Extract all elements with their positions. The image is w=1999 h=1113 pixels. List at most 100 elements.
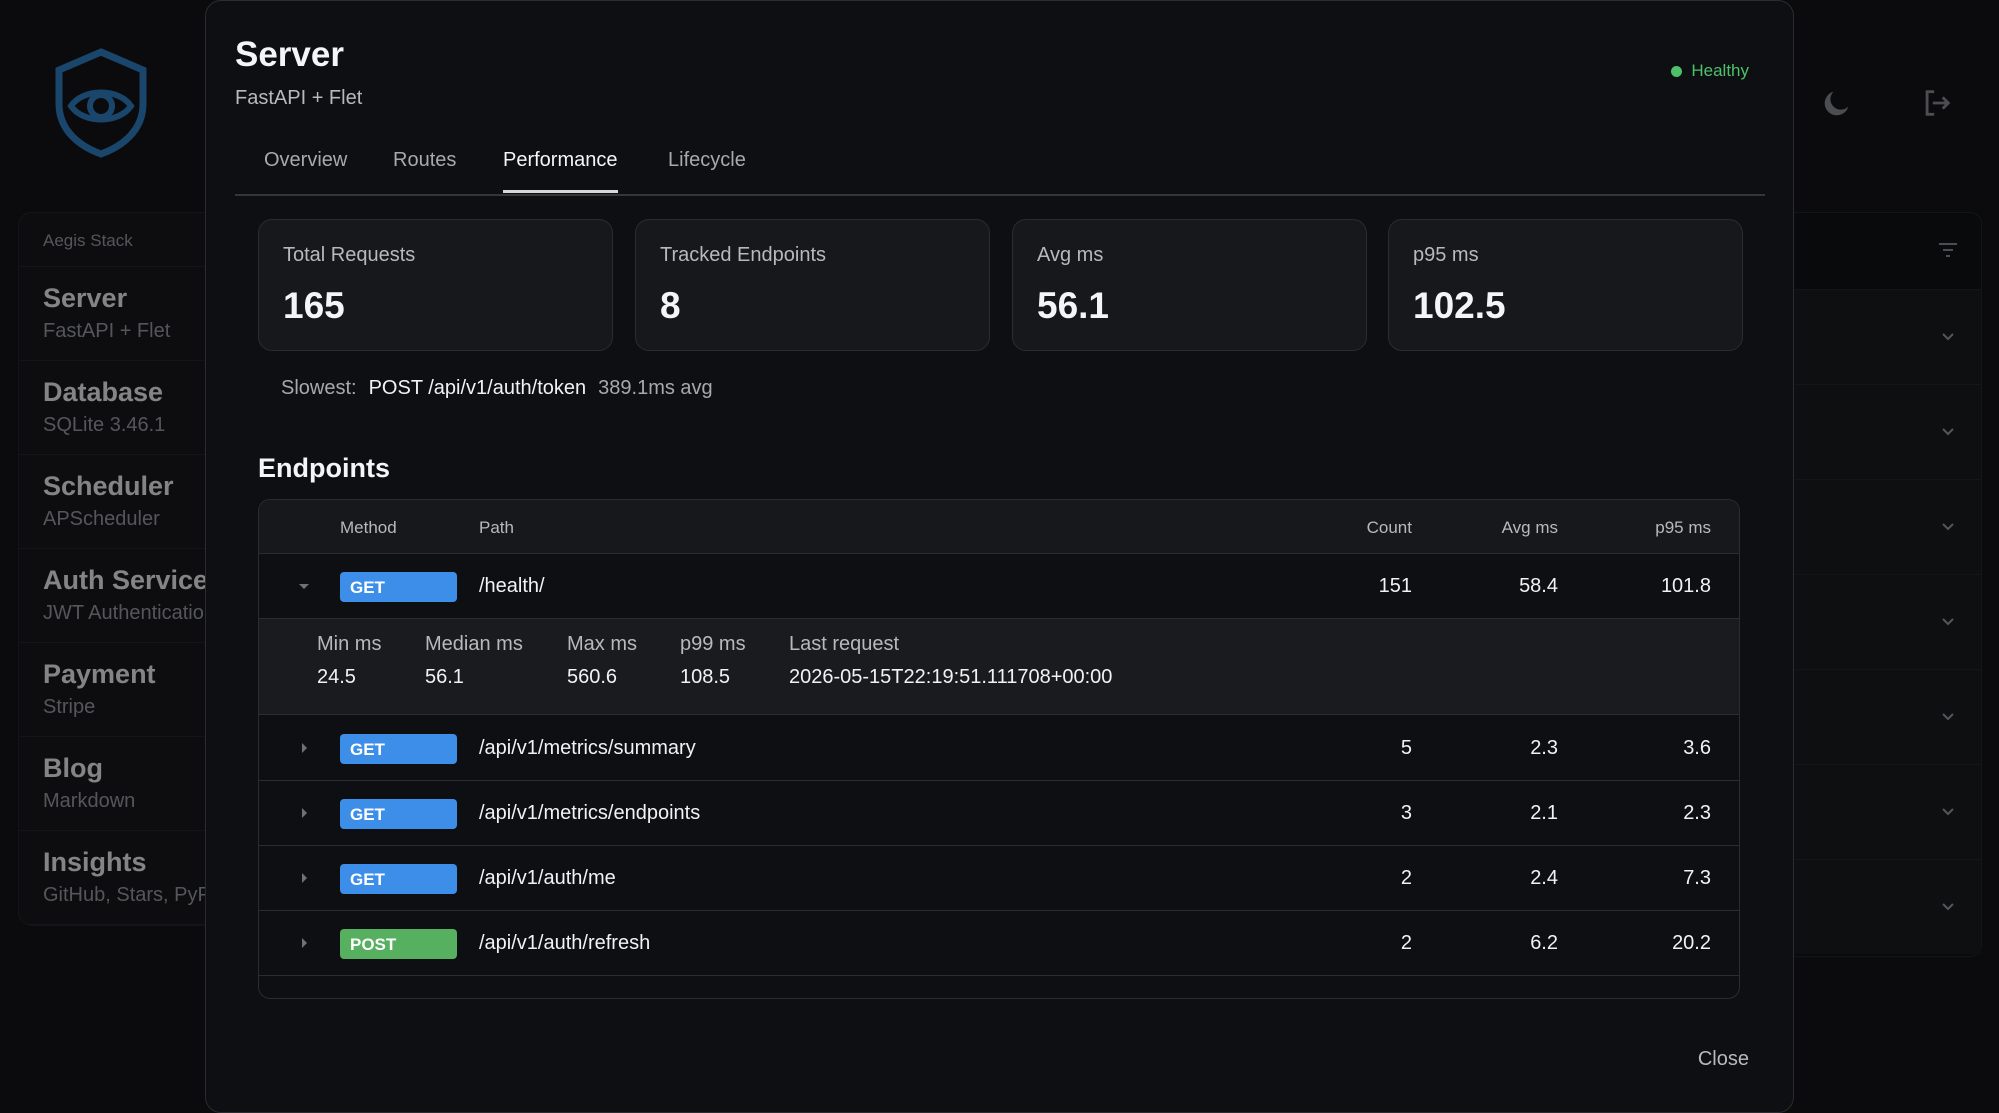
stat-label: Tracked Endpoints xyxy=(660,244,827,266)
table-header: Method Path Count Avg ms p95 ms xyxy=(259,500,1739,554)
sidebar-item-server[interactable]: Server FastAPI + Flet xyxy=(19,267,217,361)
endpoint-path: /api/v1/auth/refresh xyxy=(479,932,651,954)
sidebar-item-subtitle: Stripe xyxy=(43,696,96,718)
detail-label: Last request xyxy=(789,633,900,655)
p95-cell: 7.3 xyxy=(1683,867,1711,889)
component-list-panel xyxy=(1760,212,1982,957)
server-detail-modal: Server FastAPI + Flet Healthy Overview R… xyxy=(205,0,1794,1113)
sidebar: Aegis Stack Server FastAPI + Flet Databa… xyxy=(18,212,218,926)
stat-value: 165 xyxy=(283,285,345,326)
caret-right-icon[interactable] xyxy=(297,871,311,885)
avg-cell: 2.1 xyxy=(1530,802,1558,824)
stat-value: 102.5 xyxy=(1413,285,1506,326)
method-badge: GET xyxy=(340,572,457,602)
caret-right-icon[interactable] xyxy=(297,806,311,820)
method-badge: POST xyxy=(340,929,457,959)
stat-value: 8 xyxy=(660,285,681,326)
detail-median: Median ms 56.1 xyxy=(425,633,523,689)
sidebar-item-subtitle: FastAPI + Flet xyxy=(43,320,171,342)
row-detail-panel: Min ms 24.5 Median ms 56.1 Max ms 560.6 … xyxy=(259,619,1739,715)
count-cell: 2 xyxy=(1400,932,1412,954)
chevron-down-icon[interactable] xyxy=(1941,520,1955,534)
list-item[interactable] xyxy=(1761,384,1981,479)
tab-routes[interactable]: Routes xyxy=(393,149,457,171)
chevron-down-icon[interactable] xyxy=(1941,330,1955,344)
sidebar-item-title: Insights xyxy=(43,847,147,877)
caret-right-icon[interactable] xyxy=(297,741,311,755)
sidebar-item-scheduler[interactable]: Scheduler APScheduler xyxy=(19,455,217,549)
detail-min: Min ms 24.5 xyxy=(317,633,381,689)
table-row[interactable]: POST /api/v1/auth/refresh 2 6.2 20.2 xyxy=(259,911,1739,976)
list-item[interactable] xyxy=(1761,669,1981,764)
list-item[interactable] xyxy=(1761,289,1981,384)
table-row[interactable] xyxy=(259,976,1739,998)
caret-down-icon[interactable] xyxy=(297,579,311,593)
column-header-path: Path xyxy=(479,518,514,537)
stat-label: p95 ms xyxy=(1413,244,1479,266)
sidebar-item-subtitle: SQLite 3.46.1 xyxy=(43,414,166,436)
avg-cell: 2.3 xyxy=(1530,737,1558,759)
sidebar-item-insights[interactable]: Insights GitHub, Stars, PyPI xyxy=(19,831,217,925)
endpoints-heading: Endpoints xyxy=(258,453,390,483)
table-row[interactable]: GET /health/ 151 58.4 101.8 xyxy=(259,554,1739,619)
table-row[interactable]: GET /api/v1/metrics/summary 5 2.3 3.6 xyxy=(259,716,1739,781)
detail-label: p99 ms xyxy=(680,633,746,655)
sidebar-item-title: Payment xyxy=(43,659,156,689)
p95-cell: 101.8 xyxy=(1660,575,1711,597)
slowest-endpoint-path: POST /api/v1/auth/token xyxy=(368,377,587,399)
status-text: Healthy xyxy=(1691,61,1749,80)
stat-card-tracked-endpoints: Tracked Endpoints 8 xyxy=(635,219,990,351)
count-cell: 2 xyxy=(1400,867,1412,889)
stat-card-total-requests: Total Requests 165 xyxy=(258,219,613,351)
detail-max: Max ms 560.6 xyxy=(567,633,637,689)
sidebar-item-subtitle: APScheduler xyxy=(43,508,160,530)
filter-icon[interactable] xyxy=(1937,241,1959,259)
detail-label: Median ms xyxy=(425,633,523,655)
chevron-down-icon[interactable] xyxy=(1941,710,1955,724)
avg-cell: 2.4 xyxy=(1530,867,1558,889)
chevron-down-icon[interactable] xyxy=(1941,805,1955,819)
close-button[interactable]: Close xyxy=(1697,1048,1749,1070)
avg-cell: 58.4 xyxy=(1519,575,1558,597)
stat-label: Total Requests xyxy=(283,244,416,266)
tab-overview[interactable]: Overview xyxy=(264,149,348,171)
modal-subtitle: FastAPI + Flet xyxy=(235,87,363,109)
sidebar-item-title: Auth Service xyxy=(43,565,209,595)
sidebar-item-blog[interactable]: Blog Markdown xyxy=(19,737,217,831)
chevron-down-icon[interactable] xyxy=(1941,900,1955,914)
logout-icon[interactable] xyxy=(1920,86,1954,120)
modal-title: Server xyxy=(235,35,344,74)
table-row[interactable]: GET /api/v1/metrics/endpoints 3 2.1 2.3 xyxy=(259,781,1739,846)
list-item[interactable] xyxy=(1761,859,1981,954)
sidebar-item-payment[interactable]: Payment Stripe xyxy=(19,643,217,737)
stat-label: Avg ms xyxy=(1037,244,1104,266)
method-badge: GET xyxy=(340,864,457,894)
table-row[interactable]: GET /api/v1/auth/me 2 2.4 7.3 xyxy=(259,846,1739,911)
column-header-p95: p95 ms xyxy=(1655,518,1711,537)
column-header-count: Count xyxy=(1366,518,1412,537)
caret-right-icon[interactable] xyxy=(297,936,311,950)
endpoint-path: /health/ xyxy=(479,575,545,597)
stat-card-avg-ms: Avg ms 56.1 xyxy=(1012,219,1367,351)
sidebar-item-subtitle: GitHub, Stars, PyPI xyxy=(43,884,217,906)
moon-icon[interactable] xyxy=(1820,86,1854,120)
list-item[interactable] xyxy=(1761,764,1981,859)
chevron-down-icon[interactable] xyxy=(1941,615,1955,629)
tab-performance[interactable]: Performance xyxy=(503,149,618,193)
p95-cell: 20.2 xyxy=(1672,932,1711,954)
count-cell: 5 xyxy=(1400,737,1412,759)
sidebar-item-auth-service[interactable]: Auth Service JWT Authentication xyxy=(19,549,217,643)
tab-lifecycle[interactable]: Lifecycle xyxy=(668,149,746,171)
p95-cell: 3.6 xyxy=(1683,737,1711,759)
detail-value: 24.5 xyxy=(317,666,356,688)
list-item[interactable] xyxy=(1761,479,1981,574)
chevron-down-icon[interactable] xyxy=(1941,425,1955,439)
sidebar-item-title: Scheduler xyxy=(43,471,174,501)
list-item[interactable] xyxy=(1761,574,1981,669)
slowest-endpoint-avg: 389.1ms avg xyxy=(598,377,713,399)
avg-cell: 6.2 xyxy=(1530,932,1558,954)
sidebar-item-database[interactable]: Database SQLite 3.46.1 xyxy=(19,361,217,455)
slowest-label: Slowest: xyxy=(281,377,357,399)
endpoint-path: /api/v1/metrics/endpoints xyxy=(479,802,701,824)
